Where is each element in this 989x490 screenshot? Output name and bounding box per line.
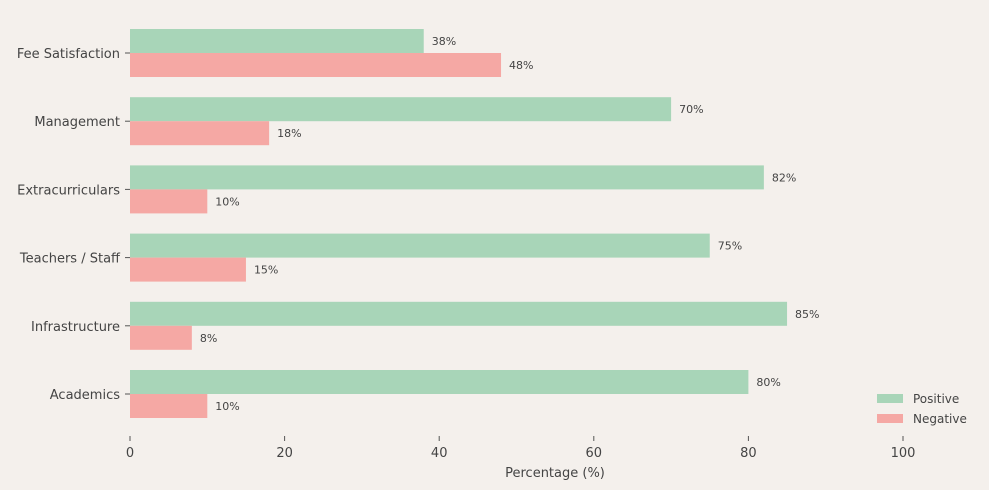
data-label-negative-academics: 10% [215,400,239,413]
bar-positive-academics [130,370,749,394]
legend-swatch-negative [877,414,903,423]
y-tick-label-teachers-staff: Teachers / Staff [19,252,121,267]
x-tick-label-20: 20 [276,446,293,461]
x-tick-label-100: 100 [891,446,916,461]
x-tick-label-60: 60 [586,446,603,461]
y-tick-label-fee-satisfaction: Fee Satisfaction [17,47,120,62]
data-label-negative-teachers-staff: 15% [254,264,278,277]
data-label-negative-infrastructure: 8% [200,332,217,345]
x-tick-label-80: 80 [740,446,757,461]
bar-positive-teachers-staff [130,233,710,258]
x-axis-title: Percentage (%) [505,466,605,481]
data-label-positive-management: 70% [679,103,703,116]
y-tick-label-academics: Academics [50,388,120,403]
bar-positive-fee-satisfaction [130,29,424,53]
data-label-negative-management: 18% [277,127,301,140]
legend-label-negative: Negative [913,412,967,426]
y-tick-label-management: Management [34,115,120,130]
bar-positive-infrastructure [130,301,788,326]
bar-negative-academics [130,394,208,418]
data-label-positive-infrastructure: 85% [795,308,819,321]
data-label-negative-extracurriculars: 10% [215,195,239,208]
bar-positive-extracurriculars [130,165,764,190]
bar-positive-management [130,97,672,122]
y-tick-label-extracurriculars: Extracurriculars [17,183,120,198]
legend: Positive Negative [877,392,967,426]
data-label-positive-teachers-staff: 75% [718,240,742,253]
data-label-positive-extracurriculars: 82% [772,171,796,184]
data-label-positive-academics: 80% [756,376,780,389]
legend-label-positive: Positive [913,392,959,406]
bar-negative-teachers-staff [130,257,246,282]
x-tick-label-40: 40 [431,446,448,461]
y-tick-label-infrastructure: Infrastructure [31,320,120,335]
legend-swatch-positive [877,394,903,403]
data-label-negative-fee-satisfaction: 48% [509,59,533,72]
bar-negative-fee-satisfaction [130,53,502,77]
plot-area: Fee Satisfaction 38% 48% Management 70% 18% Ex… [17,29,916,461]
bar-negative-infrastructure [130,325,192,350]
bar-negative-extracurriculars [130,189,208,214]
data-label-positive-fee-satisfaction: 38% [432,35,456,48]
bar-negative-management [130,121,270,146]
x-tick-label-0: 0 [126,446,134,461]
